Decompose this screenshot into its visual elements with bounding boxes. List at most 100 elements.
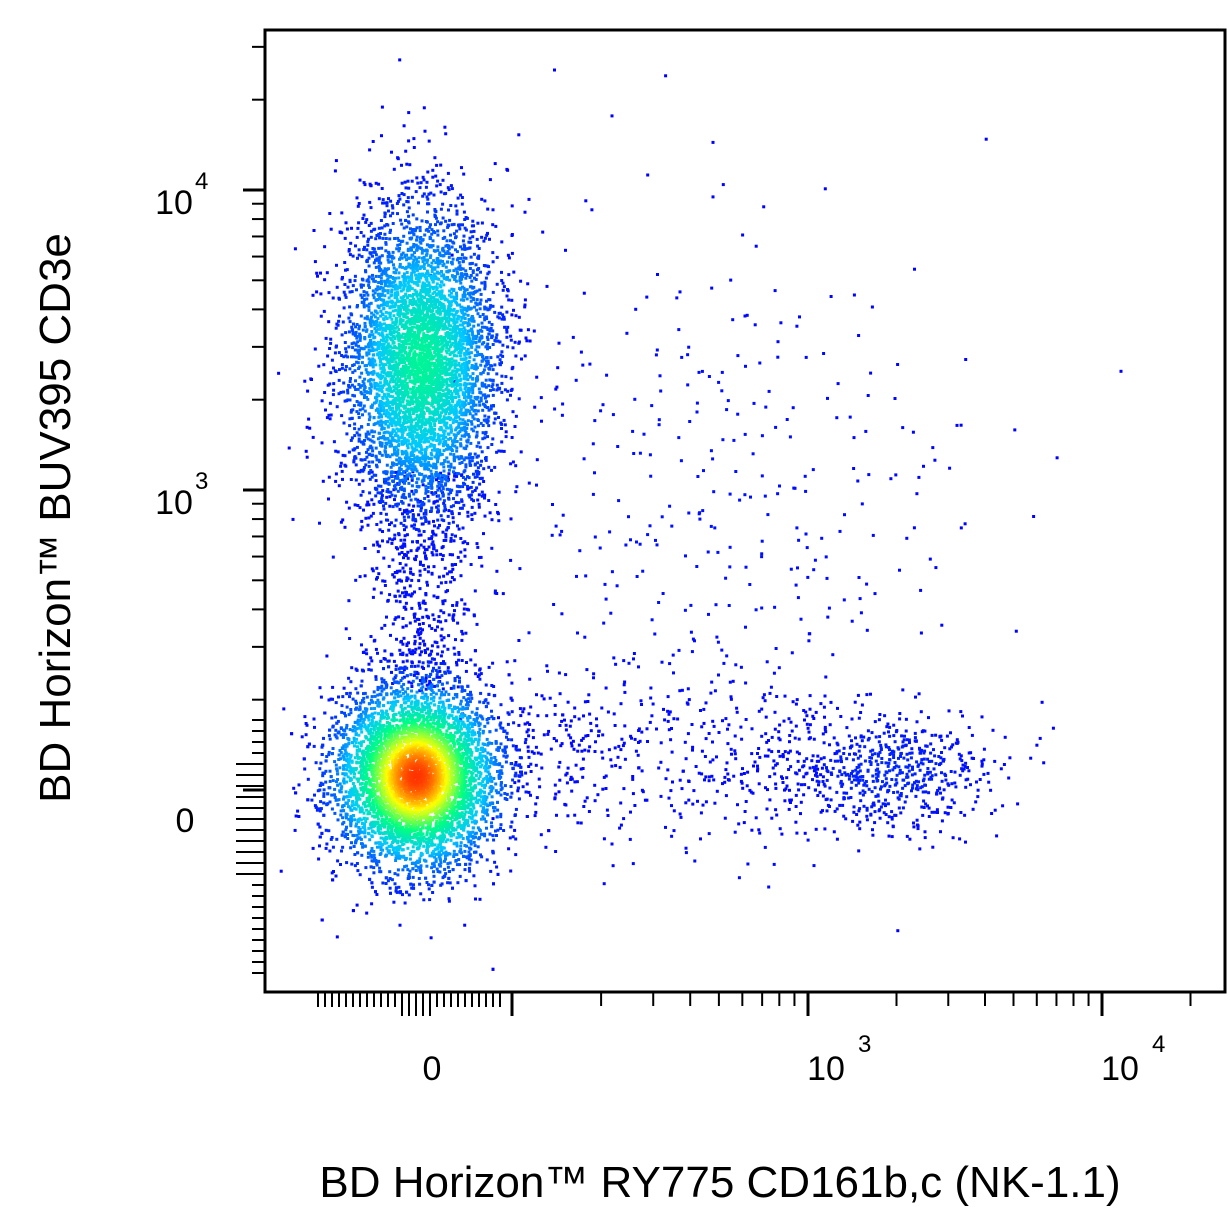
event-dot <box>419 560 422 564</box>
event-dot <box>415 226 419 230</box>
event-dot <box>463 554 467 558</box>
event-dot <box>417 579 421 583</box>
event-dot <box>526 728 530 732</box>
event-dot <box>335 405 339 409</box>
event-dot <box>833 752 837 756</box>
event-dot <box>504 755 508 759</box>
event-dot <box>469 299 473 303</box>
event-dot <box>369 444 373 448</box>
event-dot <box>406 249 410 252</box>
event-dot <box>474 435 478 439</box>
event-dot <box>476 466 480 470</box>
event-dot <box>350 290 354 294</box>
event-dot <box>865 806 869 810</box>
event-dot <box>706 550 710 554</box>
event-dot <box>505 330 509 334</box>
event-dot <box>805 722 809 726</box>
event-dot <box>468 275 472 279</box>
event-dot <box>480 359 484 363</box>
event-dot <box>805 714 809 718</box>
event-dot <box>937 755 941 758</box>
event-dot <box>395 458 399 462</box>
event-dot <box>455 601 459 605</box>
event-dot <box>374 473 378 477</box>
event-dot <box>935 808 939 812</box>
event-dot <box>394 599 398 603</box>
event-dot <box>930 733 934 737</box>
event-dot <box>476 461 480 465</box>
event-dot <box>366 423 370 426</box>
event-dot <box>352 834 356 838</box>
event-dot <box>340 333 344 337</box>
event-dot <box>922 757 926 761</box>
event-dot <box>840 773 844 777</box>
event-dot <box>389 228 392 232</box>
event-dot <box>366 397 370 401</box>
event-dot <box>363 394 367 397</box>
event-dot <box>451 614 455 618</box>
event-dot <box>487 415 491 419</box>
event-dot <box>344 733 348 737</box>
event-dot <box>335 263 338 267</box>
event-dot <box>484 418 488 422</box>
event-dot <box>418 229 422 233</box>
event-dot <box>820 766 824 770</box>
event-dot <box>474 403 478 407</box>
event-dot <box>340 469 344 473</box>
event-dot <box>327 829 331 833</box>
event-dot <box>469 420 473 424</box>
event-dot <box>726 772 730 776</box>
event-dot <box>468 461 472 465</box>
event-dot <box>923 773 927 777</box>
event-dot <box>500 374 504 378</box>
event-dot <box>402 470 405 474</box>
event-dot <box>722 661 726 665</box>
event-dot <box>884 813 888 816</box>
event-dot <box>944 778 948 782</box>
event-dot <box>525 339 529 343</box>
event-dot <box>962 767 966 771</box>
event-dot <box>511 778 515 782</box>
event-dot <box>322 788 326 792</box>
event-dot <box>951 743 955 747</box>
event-dot <box>439 634 443 638</box>
event-dot <box>444 532 448 536</box>
event-dot <box>744 681 748 685</box>
event-dot <box>485 299 488 303</box>
event-dot <box>514 853 518 857</box>
event-dot <box>469 839 473 843</box>
event-dot <box>320 441 324 445</box>
event-dot <box>401 868 405 872</box>
event-dot <box>469 295 473 299</box>
event-dot <box>526 749 530 753</box>
event-dot <box>740 737 744 741</box>
event-dot <box>541 230 545 234</box>
event-dot <box>355 903 359 907</box>
event-dot <box>440 557 444 561</box>
event-dot <box>672 717 676 721</box>
event-dot <box>509 376 513 380</box>
event-dot <box>672 829 676 833</box>
event-dot <box>429 254 433 258</box>
event-dot <box>483 282 487 286</box>
event-dot <box>386 223 390 227</box>
event-dot <box>463 429 467 433</box>
event-dot <box>359 837 363 841</box>
event-dot <box>817 783 820 787</box>
event-dot <box>477 339 481 343</box>
event-dot <box>383 212 387 216</box>
event-dot <box>379 659 383 663</box>
event-dot <box>425 249 429 253</box>
event-dot <box>497 519 501 523</box>
event-dot <box>454 500 458 504</box>
event-dot <box>430 883 434 887</box>
event-dot <box>479 328 483 332</box>
event-dot <box>453 677 457 680</box>
event-dot <box>396 157 400 161</box>
event-dot <box>450 563 454 567</box>
event-dot <box>373 279 377 283</box>
event-dot <box>486 446 490 450</box>
event-dot <box>765 660 769 664</box>
event-dot <box>509 462 513 466</box>
event-dot <box>397 885 401 889</box>
